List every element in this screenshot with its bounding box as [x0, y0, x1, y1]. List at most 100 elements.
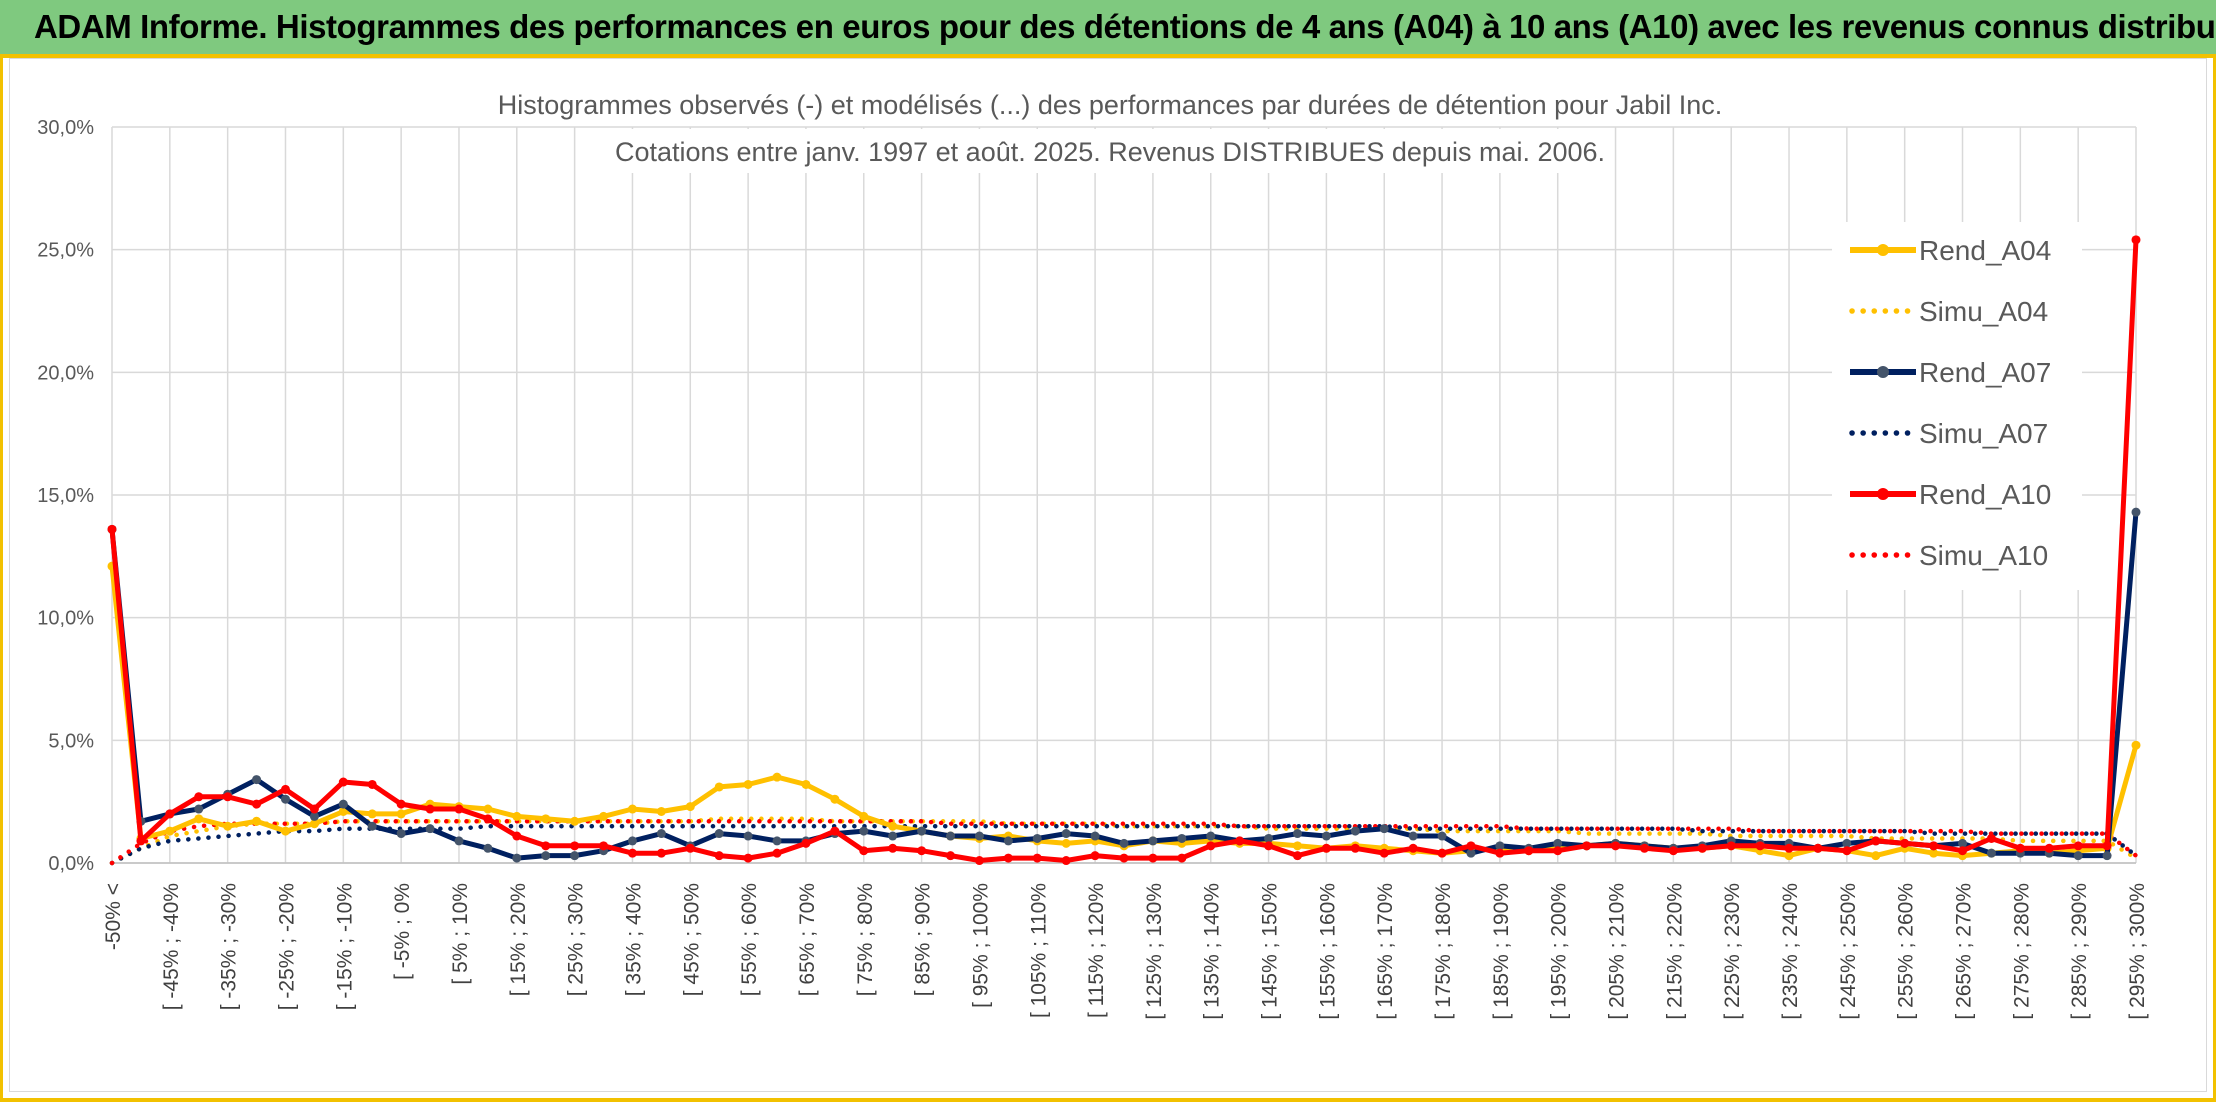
data-point-Rend_A04 [772, 772, 782, 782]
data-point-Rend_A10 [1582, 841, 1592, 851]
data-point-Rend_A04 [570, 816, 580, 826]
data-point-Rend_A04 [541, 814, 551, 824]
data-point-Rend_A07 [1148, 836, 1158, 846]
data-point-Rend_A07 [627, 836, 637, 846]
data-point-Rend_A04 [830, 794, 840, 804]
data-point-Rend_A10 [367, 779, 377, 789]
data-point-Rend_A10 [599, 841, 609, 851]
data-point-Rend_A10 [165, 809, 175, 819]
legend-marker [1877, 244, 1889, 256]
data-point-Rend_A07 [1553, 838, 1563, 848]
data-point-Rend_A10 [917, 846, 927, 856]
data-point-Rend_A10 [1061, 856, 1071, 866]
data-point-Rend_A10 [512, 831, 522, 841]
x-tick-label: [ 285% ; 290% [2068, 883, 2091, 1020]
data-point-Rend_A10 [396, 799, 406, 809]
chart-area-border [9, 58, 2207, 1092]
chart-title-line: Cotations entre janv. 1997 et août. 2025… [615, 137, 1605, 167]
data-point-Rend_A10 [859, 846, 869, 856]
data-point-Rend_A07 [1350, 826, 1360, 836]
data-point-Rend_A10 [1350, 843, 1360, 853]
data-point-Rend_A07 [1958, 838, 1968, 848]
data-point-Rend_A04 [1784, 851, 1794, 861]
data-point-Rend_A10 [1524, 846, 1534, 856]
legend-box [1832, 222, 2082, 590]
x-tick-label: [ -45% ; -40% [160, 883, 183, 1010]
data-point-Rend_A04 [888, 821, 898, 831]
data-point-Rend_A10 [252, 799, 262, 809]
data-point-Rend_A07 [1177, 833, 1187, 843]
x-tick-label: [ -35% ; -30% [218, 883, 241, 1010]
data-point-Rend_A10 [280, 784, 290, 794]
data-point-Rend_A10 [1755, 841, 1765, 851]
data-point-Rend_A07 [1986, 848, 1996, 858]
data-point-Rend_A10 [570, 841, 580, 851]
x-tick-label: [ 145% ; 150% [1259, 883, 1282, 1020]
x-tick-label: [ 75% ; 80% [854, 883, 877, 996]
data-point-Rend_A10 [1784, 843, 1794, 853]
x-tick-label: [ 225% ; 230% [1721, 883, 1744, 1020]
data-point-Rend_A07 [917, 826, 927, 836]
data-point-Rend_A04 [223, 821, 233, 831]
legend-label: Rend_A07 [1919, 357, 2051, 388]
data-point-Rend_A07 [512, 853, 522, 863]
data-point-Rend_A04 [599, 811, 609, 821]
data-point-Rend_A04 [338, 806, 348, 816]
chart-title-line: Histogrammes observés (-) et modélisés (… [498, 90, 1723, 120]
data-point-Rend_A07 [425, 824, 435, 834]
data-point-Rend_A04 [252, 816, 262, 826]
x-tick-label: [ 25% ; 30% [565, 883, 588, 996]
legend-label: Rend_A10 [1919, 479, 2051, 510]
y-tick-label: 20,0% [37, 362, 94, 384]
data-point-Rend_A10 [801, 838, 811, 848]
data-point-Rend_A10 [107, 524, 117, 534]
data-point-Rend_A10 [1900, 838, 1910, 848]
x-tick-label: [ 265% ; 270% [1953, 883, 1976, 1020]
data-point-Rend_A10 [1668, 846, 1678, 856]
x-tick-label: [ 155% ; 160% [1316, 883, 1339, 1020]
legend-label: Simu_A07 [1919, 418, 2048, 449]
data-point-Rend_A10 [2044, 843, 2054, 853]
data-point-Rend_A04 [656, 806, 666, 816]
data-point-Rend_A04 [859, 811, 869, 821]
y-tick-label: 0,0% [48, 853, 94, 875]
data-point-Rend_A04 [743, 779, 753, 789]
x-tick-label: [ -15% ; -10% [333, 883, 356, 1010]
data-point-Rend_A07 [974, 831, 984, 841]
data-point-Rend_A07 [280, 794, 290, 804]
y-tick-label: 5,0% [48, 730, 94, 752]
data-point-Rend_A07 [1206, 831, 1216, 841]
y-tick-label: 10,0% [37, 608, 94, 630]
data-point-Rend_A10 [309, 804, 319, 814]
data-point-Rend_A10 [1379, 848, 1389, 858]
data-point-Rend_A10 [1206, 841, 1216, 851]
data-point-Rend_A10 [2015, 843, 2025, 853]
data-point-Rend_A10 [1321, 843, 1331, 853]
x-tick-label: [ 245% ; 250% [1837, 883, 1860, 1020]
x-tick-label: [ 65% ; 70% [796, 883, 819, 996]
data-point-Rend_A10 [1958, 846, 1968, 856]
data-point-Rend_A07 [483, 843, 493, 853]
x-tick-label: [ -5% ; 0% [391, 883, 414, 980]
x-tick-label: [ 115% ; 120% [1085, 883, 1108, 1018]
x-tick-label: [ 45% ; 50% [680, 883, 703, 996]
data-point-Rend_A04 [194, 814, 204, 824]
data-point-Rend_A10 [1408, 843, 1418, 853]
data-point-Rend_A10 [1003, 853, 1013, 863]
x-tick-label: [ 125% ; 130% [1143, 883, 1166, 1020]
data-point-Rend_A10 [1437, 848, 1447, 858]
data-point-Rend_A04 [1292, 841, 1302, 851]
title-backdrop [500, 82, 1720, 126]
data-point-Rend_A10 [1842, 846, 1852, 856]
title-backdrop [620, 129, 1600, 173]
data-point-Rend_A04 [309, 819, 319, 829]
data-point-Rend_A10 [1553, 846, 1563, 856]
chart-title: Histogrammes observés (-) et modélisés (… [498, 82, 1723, 173]
legend-label: Rend_A04 [1919, 235, 2051, 266]
data-point-Rend_A10 [946, 851, 956, 861]
x-tick-label: [ 105% ; 110% [1027, 883, 1050, 1018]
x-tick-label: [ -25% ; -20% [275, 883, 298, 1010]
data-point-Rend_A10 [1466, 841, 1476, 851]
x-tick-label: -50% < [102, 883, 125, 950]
